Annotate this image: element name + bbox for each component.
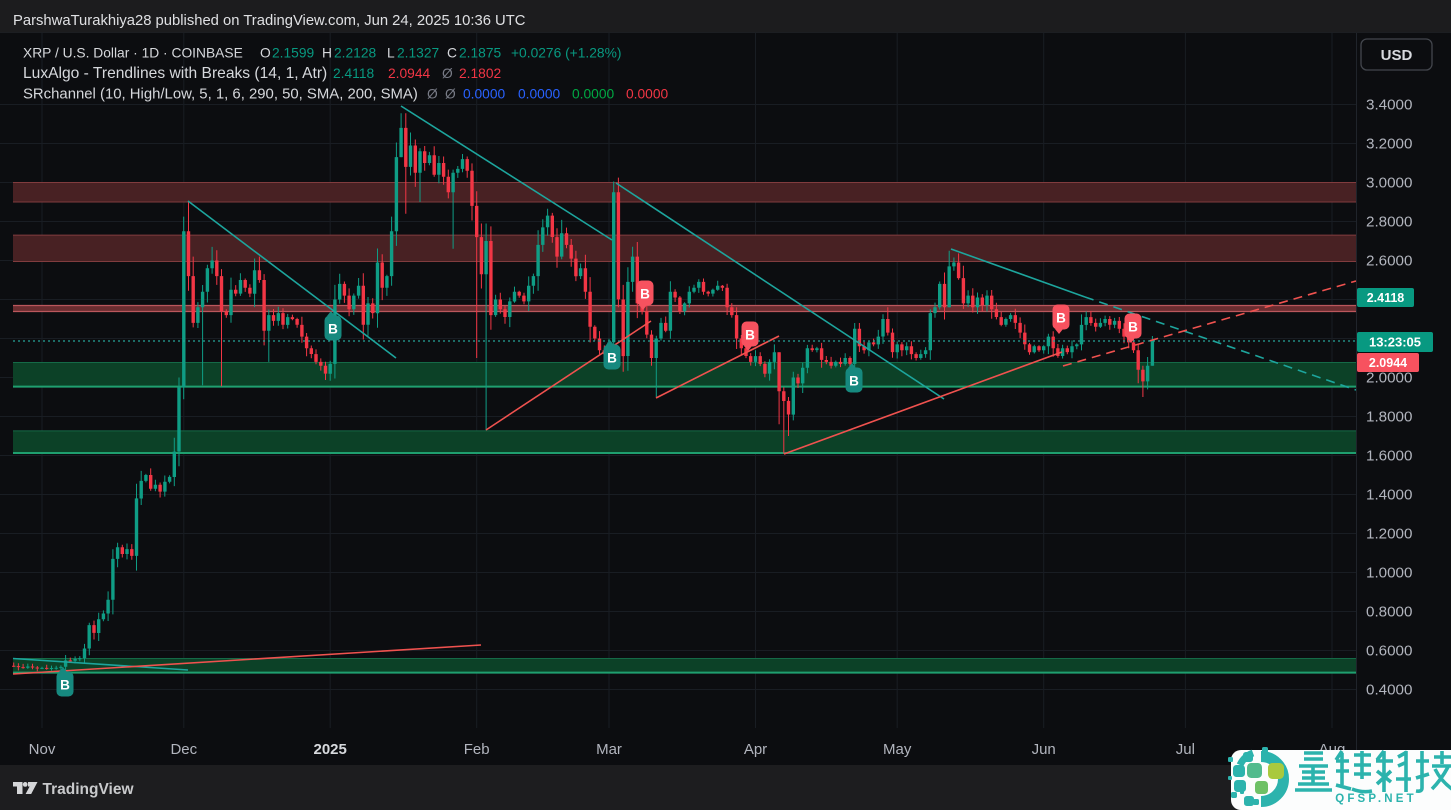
- svg-text:B: B: [745, 328, 755, 343]
- svg-text:0.0000: 0.0000: [572, 87, 615, 102]
- svg-text:13:23:05: 13:23:05: [1369, 335, 1421, 350]
- svg-text:L: L: [387, 46, 395, 61]
- svg-text:ParshwaTurakhiya28 published o: ParshwaTurakhiya28 published on TradingV…: [13, 13, 526, 29]
- svg-text:B: B: [640, 287, 650, 302]
- svg-text:B: B: [1128, 320, 1138, 335]
- svg-text:1.2000: 1.2000: [1366, 526, 1412, 543]
- svg-text:XRP / U.S. Dollar · 1D · COINB: XRP / U.S. Dollar · 1D · COINBASE: [23, 46, 243, 61]
- svg-text:2.1599: 2.1599: [272, 46, 315, 61]
- svg-text:2.1875: 2.1875: [459, 46, 502, 61]
- svg-text:0.4000: 0.4000: [1366, 682, 1412, 699]
- svg-text:1.6000: 1.6000: [1366, 448, 1412, 465]
- svg-text:2.2128: 2.2128: [334, 46, 377, 61]
- svg-text:Apr: Apr: [744, 741, 767, 758]
- svg-text:2025: 2025: [314, 741, 347, 758]
- svg-text:Ø: Ø: [445, 87, 456, 102]
- svg-text:2.0944: 2.0944: [1369, 356, 1407, 370]
- svg-text:0.0000: 0.0000: [626, 87, 669, 102]
- svg-text:Mar: Mar: [596, 741, 622, 758]
- svg-text:C: C: [447, 46, 457, 61]
- svg-text:Ø: Ø: [427, 87, 438, 102]
- svg-text:3.0000: 3.0000: [1366, 175, 1412, 192]
- svg-text:B: B: [60, 678, 70, 693]
- svg-text:May: May: [883, 741, 912, 758]
- svg-text:2.8000: 2.8000: [1366, 214, 1412, 231]
- svg-text:2.6000: 2.6000: [1366, 253, 1412, 270]
- svg-text:Nov: Nov: [29, 741, 56, 758]
- svg-text:3.2000: 3.2000: [1366, 136, 1412, 153]
- svg-text:0.6000: 0.6000: [1366, 643, 1412, 660]
- svg-text:B: B: [607, 351, 617, 366]
- svg-text:0.0000: 0.0000: [463, 87, 506, 102]
- svg-text:2.4118: 2.4118: [1367, 291, 1405, 305]
- svg-text:Ø: Ø: [442, 66, 453, 81]
- svg-text:+0.0276 (+1.28%): +0.0276 (+1.28%): [511, 46, 621, 61]
- svg-text:H: H: [322, 46, 332, 61]
- svg-text:LuxAlgo - Trendlines with Brea: LuxAlgo - Trendlines with Breaks (14, 1,…: [23, 65, 327, 82]
- svg-text:TradingView: TradingView: [43, 781, 135, 798]
- svg-text:2.0944: 2.0944: [388, 66, 431, 81]
- svg-text:0.0000: 0.0000: [518, 87, 561, 102]
- svg-text:QFSP.NET: QFSP.NET: [1335, 793, 1417, 805]
- svg-text:USD: USD: [1381, 47, 1413, 64]
- svg-text:Feb: Feb: [464, 741, 490, 758]
- svg-text:2.0000: 2.0000: [1366, 370, 1412, 387]
- svg-text:B: B: [328, 322, 338, 337]
- svg-text:B: B: [849, 374, 859, 389]
- svg-text:2.1327: 2.1327: [397, 46, 439, 61]
- svg-text:1.0000: 1.0000: [1366, 565, 1412, 582]
- svg-text:B: B: [1056, 311, 1066, 326]
- svg-text:1.4000: 1.4000: [1366, 487, 1412, 504]
- svg-text:Jul: Jul: [1176, 741, 1195, 758]
- svg-text:2.1802: 2.1802: [459, 66, 501, 81]
- svg-text:Jun: Jun: [1032, 741, 1056, 758]
- svg-text:SRchannel (10, High/Low, 5, 1,: SRchannel (10, High/Low, 5, 1, 6, 290, 5…: [23, 87, 418, 103]
- svg-text:Dec: Dec: [170, 741, 197, 758]
- svg-text:O: O: [260, 46, 271, 61]
- svg-text:0.8000: 0.8000: [1366, 604, 1412, 621]
- svg-text:1.8000: 1.8000: [1366, 409, 1412, 426]
- svg-text:3.4000: 3.4000: [1366, 97, 1412, 114]
- svg-text:2.4118: 2.4118: [333, 66, 375, 81]
